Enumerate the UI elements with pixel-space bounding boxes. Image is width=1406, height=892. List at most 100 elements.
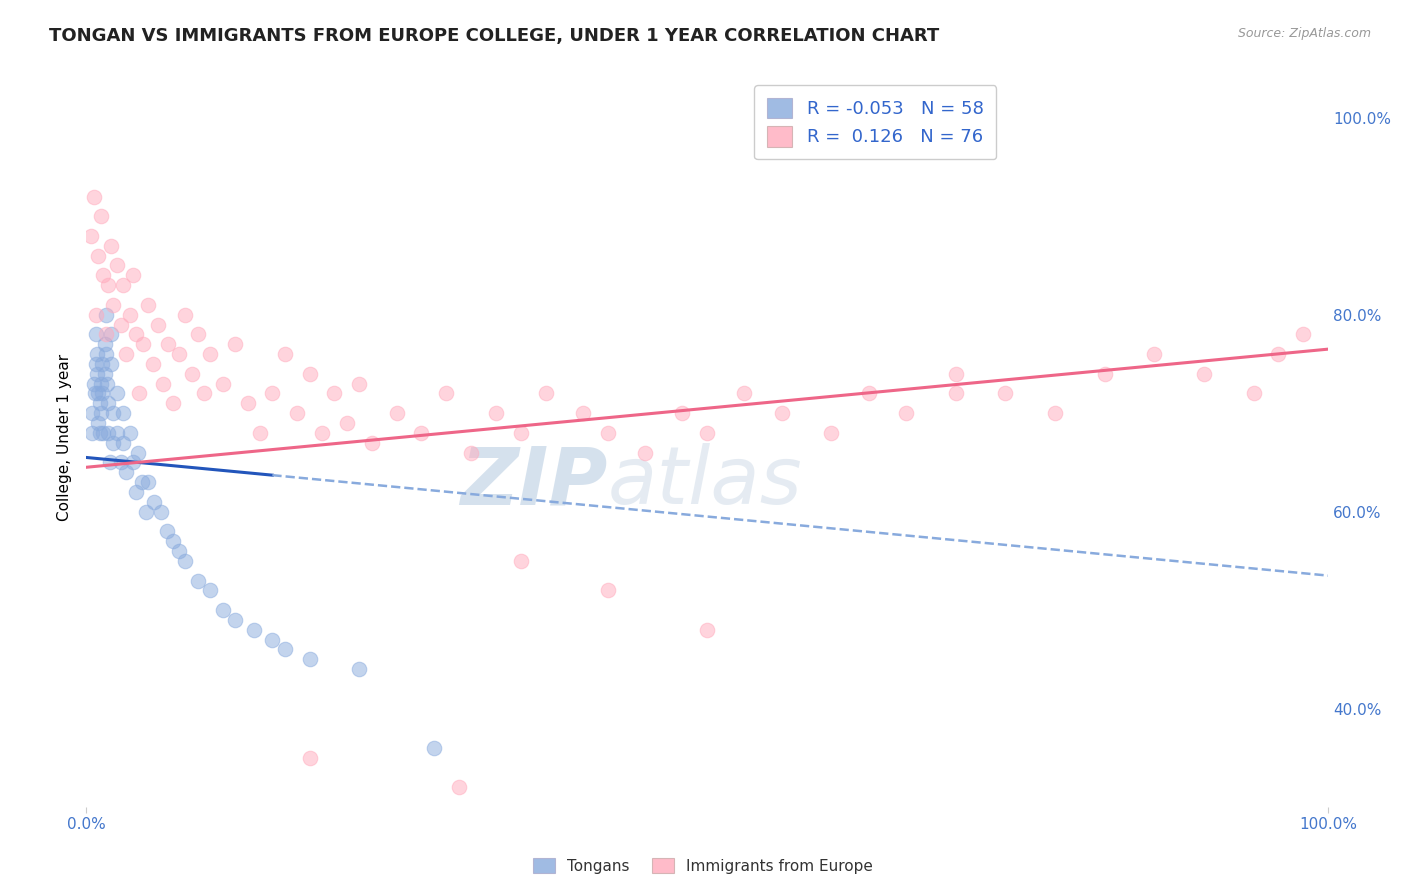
Point [447,780,470,795]
Point [311,425,333,440]
Point [84,357,107,371]
Point [100,357,122,371]
Point [94,347,117,361]
Point [411,425,433,440]
Point [572,406,595,420]
Point [118,425,141,440]
Point [460,445,482,459]
Point [180,367,202,381]
Point [87,416,110,430]
Point [83,386,105,401]
Point [596,583,619,598]
Point [1094,367,1116,381]
Point [149,505,172,519]
Point [125,327,148,342]
Point [200,583,222,598]
Point [249,425,271,440]
Point [211,376,233,391]
Point [122,455,145,469]
Point [143,495,166,509]
Point [211,603,233,617]
Legend: R = -0.053   N = 58, R =  0.126   N = 76: R = -0.053 N = 58, R = 0.126 N = 76 [754,85,997,159]
Point [112,435,135,450]
Point [349,662,371,676]
Point [224,337,246,351]
Point [1192,367,1215,381]
Point [97,396,120,410]
Point [858,386,880,401]
Point [434,386,457,401]
Point [162,396,184,410]
Point [174,308,197,322]
Y-axis label: College, Under 1 year: College, Under 1 year [58,354,72,521]
Point [105,386,128,401]
Point [83,376,105,391]
Point [135,505,157,519]
Point [93,367,115,381]
Point [596,425,619,440]
Point [136,298,159,312]
Point [94,308,117,322]
Point [131,475,153,489]
Point [187,327,209,342]
Text: TONGAN VS IMMIGRANTS FROM EUROPE COLLEGE, UNDER 1 YEAR CORRELATION CHART: TONGAN VS IMMIGRANTS FROM EUROPE COLLEGE… [49,27,939,45]
Point [100,327,122,342]
Point [770,406,793,420]
Point [894,406,917,420]
Point [122,268,145,283]
Point [167,347,190,361]
Point [132,337,155,351]
Point [1043,406,1066,420]
Point [360,435,382,450]
Point [87,249,110,263]
Point [634,445,657,459]
Point [298,367,321,381]
Point [509,554,531,568]
Point [236,396,259,410]
Point [91,357,114,371]
Point [89,425,111,440]
Point [86,367,108,381]
Point [385,406,408,420]
Point [84,308,107,322]
Text: Source: ZipAtlas.com: Source: ZipAtlas.com [1237,27,1371,40]
Point [146,318,169,332]
Point [156,524,179,539]
Point [167,544,190,558]
Point [174,554,197,568]
Point [274,347,297,361]
Point [114,465,136,479]
Point [118,308,141,322]
Point [84,327,107,342]
Text: ZIP: ZIP [460,443,607,521]
Point [105,425,128,440]
Point [224,613,246,627]
Point [93,425,115,440]
Point [1243,386,1265,401]
Point [97,425,120,440]
Point [90,209,112,223]
Point [423,740,446,755]
Point [110,455,132,469]
Point [187,574,209,588]
Point [87,386,110,401]
Point [945,386,967,401]
Point [157,337,180,351]
Point [114,347,136,361]
Point [242,623,264,637]
Point [100,239,122,253]
Point [103,298,125,312]
Point [127,445,149,459]
Point [82,425,104,440]
Point [97,278,120,293]
Point [696,623,718,637]
Point [733,386,755,401]
Point [1267,347,1289,361]
Point [323,386,346,401]
Legend: Tongans, Immigrants from Europe: Tongans, Immigrants from Europe [527,852,879,880]
Point [994,386,1017,401]
Point [128,386,150,401]
Point [105,259,128,273]
Point [80,228,103,243]
Point [696,425,718,440]
